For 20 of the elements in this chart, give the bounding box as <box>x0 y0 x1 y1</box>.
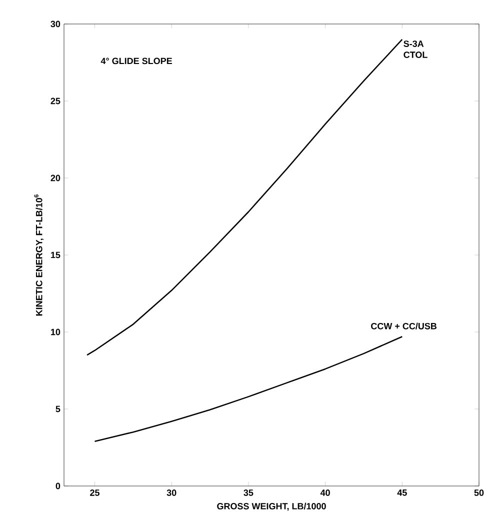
x-axis-title: GROSS WEIGHT, LB/1000 <box>217 502 326 511</box>
series-label: CCW + CC/USB <box>371 322 437 330</box>
y-tick-label: 0 <box>56 482 60 490</box>
x-tick-label: 45 <box>397 490 407 496</box>
y-tick-label: 30 <box>50 20 60 28</box>
line-series <box>86 38 403 356</box>
x-tick-label: 25 <box>90 490 100 496</box>
y-axis-title: KINETIC ENERGY, FT-LB/10$^{6}$ <box>34 194 44 316</box>
x-tick-label: 30 <box>166 490 176 496</box>
y-tick-label: 25 <box>50 98 60 104</box>
x-tick-label: 40 <box>320 490 330 496</box>
line-series <box>94 336 403 442</box>
x-tick-label: 35 <box>244 490 254 496</box>
annotation: 4° GLIDE SLOPE <box>100 58 172 64</box>
y-tick-label: 10 <box>51 328 60 336</box>
x-tick-label: 50 <box>474 490 484 496</box>
y-tick-label: 15 <box>51 252 60 258</box>
series-label: S-3A CTOL <box>404 40 428 58</box>
y-tick-label: 5 <box>56 406 60 412</box>
y-tick-label: 20 <box>50 174 60 182</box>
